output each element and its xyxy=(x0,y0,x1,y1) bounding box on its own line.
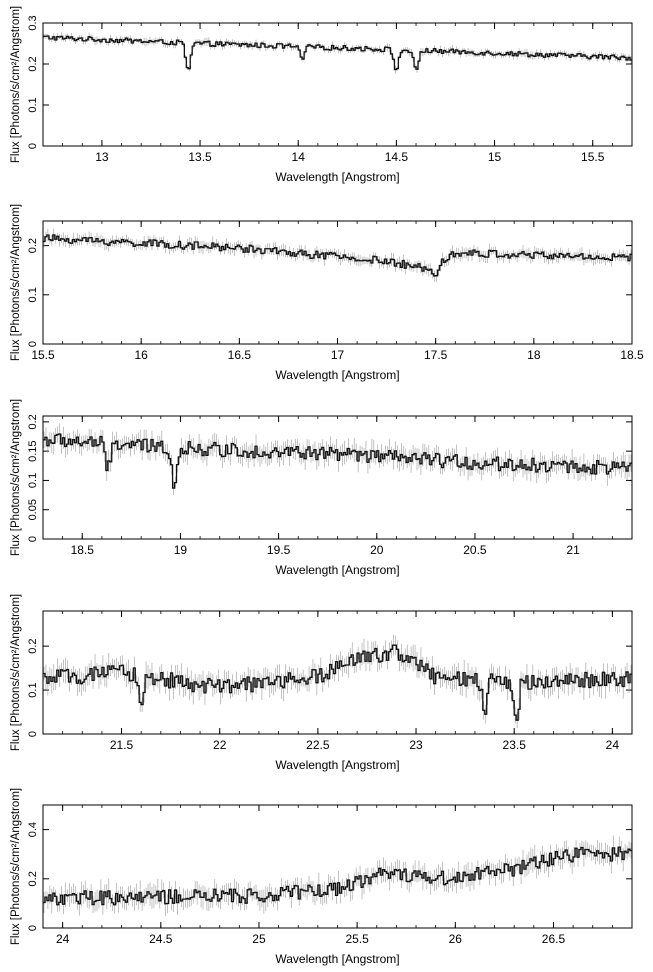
x-tick-label: 23 xyxy=(409,738,423,752)
x-tick-label: 18 xyxy=(527,348,541,362)
x-tick-label: 20.5 xyxy=(463,543,487,557)
y-tick-label: 0 xyxy=(27,925,39,931)
error-bars xyxy=(43,32,632,74)
y-tick-label: 0.2 xyxy=(27,414,39,429)
y-tick-label: 0.2 xyxy=(27,238,39,253)
x-tick-label: 25.5 xyxy=(345,932,369,946)
x-tick-label: 22 xyxy=(213,738,227,752)
panel-1: 13 13.5 14 14.5 15 15.5 0 0.1 0.2 0.3 Wavelength [… xyxy=(10,6,633,184)
x-tick-label: 25 xyxy=(252,932,266,946)
y-tick-label: 0 xyxy=(27,731,39,737)
x-tick-label: 17 xyxy=(331,348,345,362)
error-bars xyxy=(43,835,632,917)
x-tick-label: 13.5 xyxy=(188,150,212,164)
x-tick-label: 24.5 xyxy=(149,932,173,946)
y-tick-label: 0.15 xyxy=(27,440,39,461)
error-bars xyxy=(43,634,632,729)
x-tick-label: 24 xyxy=(56,932,70,946)
plot-frame xyxy=(42,220,633,345)
x-tick-label: 15.5 xyxy=(31,348,55,362)
x-tick-label: 26.5 xyxy=(542,932,566,946)
x-tick-label: 14.5 xyxy=(385,150,409,164)
y-tick-label: 0.1 xyxy=(27,287,39,302)
y-axis-label: Flux [Photons/s/cm²/Angstrom] xyxy=(10,399,22,556)
y-tick-label: 0.3 xyxy=(27,15,39,30)
x-tick-label: 18.5 xyxy=(71,543,95,557)
x-tick-label: 15 xyxy=(488,150,502,164)
y-axis-label: Flux [Photons/s/cm²/Angstrom] xyxy=(10,788,22,945)
x-tick-label: 15.5 xyxy=(581,150,605,164)
y-tick-label: 0.4 xyxy=(27,822,39,837)
x-tick-label: 17.5 xyxy=(424,348,448,362)
y-tick-label: 0.1 xyxy=(27,682,39,697)
x-axis-label: Wavelength [Angstrom] xyxy=(275,563,399,577)
spectrum-line xyxy=(43,433,632,489)
spectrum-line xyxy=(43,846,632,906)
plot-frame xyxy=(42,415,633,540)
panel-3: 18.5 19 19.5 20 20.5 21 0 0.05 0.1 0.15 0.2 Wavelen… xyxy=(10,399,633,577)
y-tick-label: 0.05 xyxy=(27,499,39,520)
x-tick-label: 21 xyxy=(566,543,580,557)
x-tick-label: 20 xyxy=(370,543,384,557)
x-tick-label: 19 xyxy=(174,543,188,557)
x-tick-label: 16.5 xyxy=(228,348,252,362)
y-tick-label: 0.1 xyxy=(27,473,39,488)
panel-2: 15.5 16 16.5 17 17.5 18 18.5 0 0.1 0.2 Wavelength … xyxy=(10,204,644,382)
y-tick-label: 0.2 xyxy=(27,871,39,886)
panel-5: 24 24.5 25 25.5 26 26.5 0 0.2 0.4 Wavelength [Ang… xyxy=(10,788,633,966)
x-tick-label: 24 xyxy=(606,738,620,752)
plot-frame xyxy=(42,610,633,735)
plot-frame xyxy=(42,804,633,929)
x-axis-label: Wavelength [Angstrom] xyxy=(275,952,399,966)
y-axis-label: Flux [Photons/s/cm²/Angstrom] xyxy=(10,6,22,163)
x-tick-label: 22.5 xyxy=(306,738,330,752)
x-tick-label: 23.5 xyxy=(503,738,527,752)
x-tick-label: 18.5 xyxy=(620,348,644,362)
x-tick-label: 26 xyxy=(449,932,463,946)
x-axis-label: Wavelength [Angstrom] xyxy=(275,758,399,772)
spectrum-line xyxy=(43,35,632,71)
x-tick-label: 16 xyxy=(134,348,148,362)
x-tick-label: 21.5 xyxy=(110,738,134,752)
y-axis-label: Flux [Photons/s/cm²/Angstrom] xyxy=(10,594,22,751)
y-tick-label: 0.2 xyxy=(27,56,39,71)
spectrum-line xyxy=(43,644,632,721)
x-tick-label: 13 xyxy=(95,150,109,164)
panel-4: 21.5 22 22.5 23 23.5 24 0 0.1 0.2 Wavelength [Ang… xyxy=(10,594,633,772)
y-tick-label: 0 xyxy=(27,341,39,347)
y-tick-label: 0 xyxy=(27,143,39,149)
y-tick-label: 0 xyxy=(27,536,39,542)
x-axis-label: Wavelength [Angstrom] xyxy=(275,170,399,184)
y-tick-label: 0.2 xyxy=(27,638,39,653)
spectrum-line xyxy=(43,234,632,277)
x-tick-label: 14 xyxy=(292,150,306,164)
x-tick-label: 19.5 xyxy=(267,543,291,557)
y-axis-label: Flux [Photons/s/cm²/Angstrom] xyxy=(10,204,22,361)
x-axis-label: Wavelength [Angstrom] xyxy=(275,368,399,382)
y-tick-label: 0.1 xyxy=(27,97,39,112)
